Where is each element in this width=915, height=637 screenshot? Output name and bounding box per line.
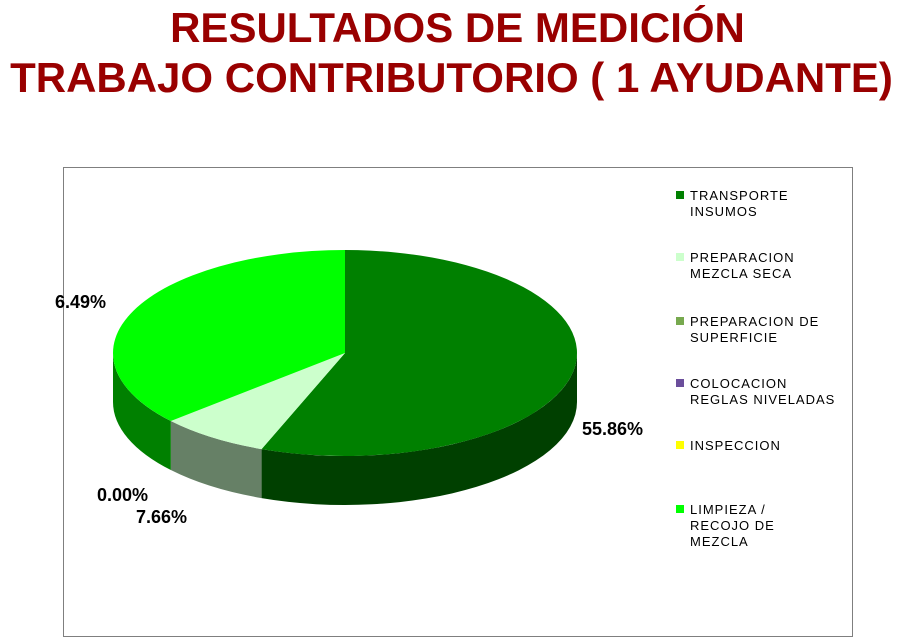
pie-slice-side-preparacion-mezcla-seca [170,421,262,499]
legend-label-line: PREPARACION DE [690,314,820,329]
legend-label: PREPARACION DE SUPERFICIE [690,314,860,346]
data-label-preparacion-mezcla-seca: 7.66% [136,507,188,527]
legend-label-line: SUPERFICIE [690,330,779,345]
legend-label-line: INSUMOS [690,204,758,219]
data-label-transporte-insumos: 55.86% [582,419,644,439]
legend-swatch [676,191,684,199]
pie-slice-side-transporte-insumos [261,353,577,505]
data-label-preparacion-de-superficie: 0.00% [97,485,149,505]
legend-label-line: REGLAS NIVELADAS [690,392,836,407]
legend-label: COLOCACION REGLAS NIVELADAS [690,376,860,408]
pie-slice-side-limpieza-recojo-de-mezcla [113,353,171,471]
chart-title-line-2: TRABAJO CONTRIBUTORIO ( 1 AYUDANTE) [10,54,893,101]
legend-label: INSPECCION [690,438,860,454]
legend-label-line: MEZCLA SECA [690,266,793,281]
legend-label: PREPARACION MEZCLA SECA [690,250,860,282]
legend-swatch [676,379,684,387]
pie-slice-transporte-insumos [261,250,577,456]
legend-swatch [676,253,684,261]
legend-label-line: PREPARACION [690,250,795,265]
legend-label-line: MEZCLA [690,534,749,549]
legend-label-line: INSPECCION [690,438,781,453]
legend-label-line: LIMPIEZA / [690,502,766,517]
legend-label: TRANSPORTE INSUMOS [690,188,860,220]
legend-label: LIMPIEZA / RECOJO DE MEZCLA [690,502,860,550]
data-label-limpieza-recojo-de-mezcla: 6.49% [55,292,107,312]
chart-title-line-1: RESULTADOS DE MEDICIÓN [170,4,745,51]
legend-label-line: RECOJO DE [690,518,775,533]
legend-label-line: TRANSPORTE [690,188,789,203]
legend-swatch [676,317,684,325]
pie-slice-preparacion-mezcla-seca [170,353,345,450]
legend-swatch [676,505,684,513]
legend-swatch [676,441,684,449]
legend-label-line: COLOCACION [690,376,788,391]
pie-slice-limpieza-recojo-de-mezcla [113,250,345,422]
